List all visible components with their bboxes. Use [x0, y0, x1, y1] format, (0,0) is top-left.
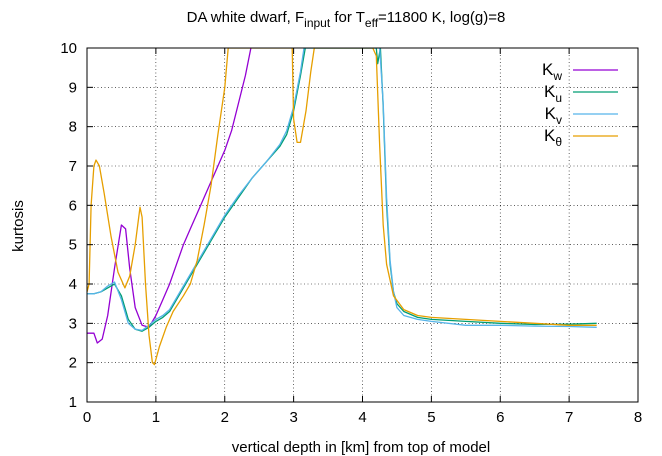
x-tick-label: 2 — [221, 409, 229, 426]
x-tick-label: 8 — [634, 409, 642, 426]
y-tick-label: 1 — [69, 394, 77, 411]
x-tick-label: 5 — [427, 409, 435, 426]
x-tick-label: 1 — [152, 409, 160, 426]
y-tick-label: 6 — [69, 197, 77, 214]
grid-layer — [87, 48, 638, 402]
series-line-k-u — [87, 48, 597, 332]
x-tick-label: 4 — [358, 409, 366, 426]
x-tick-label: 0 — [83, 409, 91, 426]
x-axis-title: vertical depth in [km] from top of model — [232, 439, 490, 456]
x-tick-label: 7 — [565, 409, 573, 426]
y-tick-label: 8 — [69, 119, 77, 136]
series-line-k-v — [87, 48, 597, 332]
y-tick-label: 7 — [69, 158, 77, 175]
y-tick-label: 3 — [69, 315, 77, 332]
x-tick-label: 6 — [496, 409, 504, 426]
series-layer — [87, 48, 597, 366]
y-tick-label: 2 — [69, 355, 77, 372]
legend-label: Kθ — [544, 126, 562, 149]
y-tick-label: 4 — [69, 276, 77, 293]
legend-label: Kv — [545, 104, 562, 127]
x-tick-label: 3 — [289, 409, 297, 426]
chart-title: DA white dwarf, Finput for Teff=11800 K,… — [187, 9, 506, 30]
y-tick-label: 9 — [69, 79, 77, 96]
legend-label: Kw — [542, 60, 562, 83]
series-line-k-w — [87, 48, 252, 344]
legend-label: Ku — [544, 82, 562, 105]
y-axis-title: kurtosis — [10, 200, 27, 252]
y-tick-label: 5 — [69, 237, 77, 254]
y-tick-label: 10 — [60, 40, 77, 57]
series-line-k-θ — [87, 48, 597, 366]
